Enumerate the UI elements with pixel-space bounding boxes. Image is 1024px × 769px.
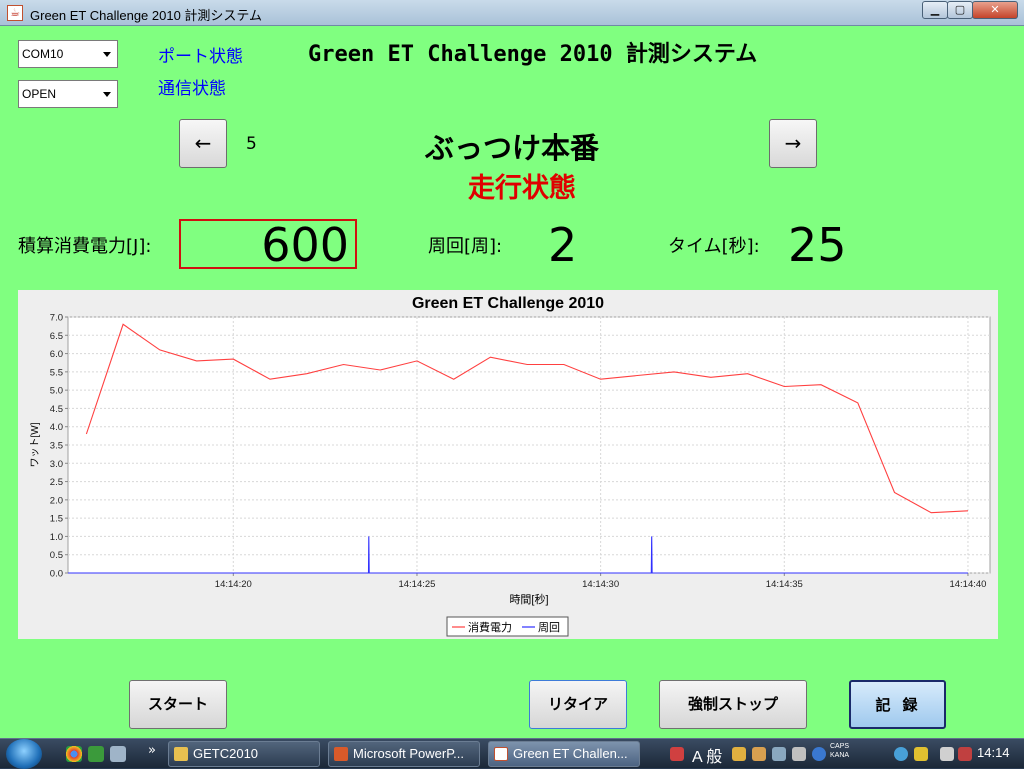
series-line-power [85, 323, 969, 514]
open-select-value: OPEN [22, 87, 57, 101]
record-button[interactable]: 記録 [849, 680, 946, 729]
tray-app-icon[interactable] [670, 747, 684, 761]
x-tick-label: 14:14:35 [766, 579, 803, 590]
y-tick-label: 0.0 [50, 569, 63, 580]
task-label: Microsoft PowerP... [353, 746, 465, 761]
port-status-label: ポート状態 [158, 47, 243, 67]
maximize-button[interactable]: ▢ [947, 1, 973, 19]
minimize-button[interactable]: ▁ [922, 1, 948, 19]
app-window: ☕ Green ET Challenge 2010 計測システム ▁ ▢ ✕ C… [0, 0, 1024, 738]
clock[interactable]: 14:14 [977, 745, 1010, 760]
lap-label: 周回[周]: [428, 236, 503, 257]
tray-network-icon[interactable] [894, 747, 908, 761]
y-tick-label: 1.0 [50, 532, 63, 543]
legend-item-lap: 周回 [538, 621, 560, 634]
task-powerpoint[interactable]: Microsoft PowerP... [328, 741, 480, 767]
task-getc2010[interactable]: GETC2010 [168, 741, 320, 767]
volume-muted-icon[interactable] [958, 747, 972, 761]
series-lines [68, 323, 969, 574]
y-tick-label: 2.0 [50, 495, 63, 506]
y-tick-label: 5.5 [50, 367, 63, 378]
x-tick-label: 14:14:30 [582, 579, 619, 590]
port-select-value: COM10 [22, 47, 64, 61]
caps-label: CAPS [830, 743, 850, 750]
lap-value: 2 [548, 218, 578, 272]
title-bar: ☕ Green ET Challenge 2010 計測システム ▁ ▢ ✕ [0, 0, 1024, 26]
chart-title: Green ET Challenge 2010 [412, 295, 604, 312]
close-button[interactable]: ✕ [972, 1, 1018, 19]
java-app-icon: ☕ [7, 5, 23, 21]
x-tick-label: 14:14:40 [949, 579, 986, 590]
x-tick-label: 14:14:25 [398, 579, 435, 590]
legend-item-power: 消費電力 [468, 620, 512, 634]
chevron-right-icon[interactable]: » [148, 743, 156, 758]
ime-indicator[interactable]: A 般 [692, 749, 723, 766]
battery-icon[interactable] [940, 747, 954, 761]
run-state-label: 走行状態 [468, 173, 576, 204]
chevron-down-icon [103, 92, 111, 97]
run-number: 5 [246, 134, 257, 154]
powerpoint-icon [334, 747, 348, 761]
y-tick-label: 0.5 [50, 550, 63, 561]
y-tick-labels: 0.0 0.5 1.0 1.5 2.0 2.5 3.0 3.5 4.0 4.5 5.0 5.5 6.0 6… [50, 313, 68, 580]
y-tick-label: 7.0 [50, 313, 63, 324]
folder-icon [174, 747, 188, 761]
chevron-down-icon [103, 52, 111, 57]
task-label: Green ET Challen... [513, 746, 628, 761]
force-stop-button[interactable]: 強制ストップ [659, 680, 807, 729]
power-chart: Green ET Challenge 2010 0.0 0.5 1.0 1.5 2.0 2… [30, 295, 991, 637]
next-run-button[interactable]: → [769, 119, 817, 168]
tray-power-icon[interactable] [914, 747, 928, 761]
energy-label: 積算消費電力[J]: [18, 236, 152, 257]
page-title: Green ET Challenge 2010 計測システム [308, 42, 758, 67]
task-green-et[interactable]: Green ET Challen... [488, 741, 640, 767]
energy-display: 600 [179, 218, 357, 272]
port-select[interactable]: COM10 [18, 40, 118, 68]
time-value: 25 [788, 218, 847, 272]
y-tick-label: 3.5 [50, 441, 63, 452]
x-tick-label: 14:14:20 [215, 579, 252, 590]
x-tick-labels: 14:14:20 14:14:25 14:14:30 14:14:35 14:14:40 [215, 573, 986, 590]
java-app-icon [494, 747, 508, 761]
ime-tools-icon[interactable] [792, 747, 806, 761]
kana-label: KANA [830, 752, 850, 759]
network-icon[interactable] [110, 746, 126, 762]
window-title: Green ET Challenge 2010 計測システム [30, 8, 263, 23]
start-button[interactable]: スタート [129, 680, 227, 729]
y-axis-label: ワット[W] [30, 422, 41, 467]
help-icon[interactable] [812, 747, 826, 761]
ime-tool-icon[interactable] [732, 747, 746, 761]
time-label: タイム[秒]: [668, 236, 760, 257]
legend: 消費電力 周回 [446, 616, 569, 637]
ime-dictionary-icon[interactable] [752, 747, 766, 761]
open-select[interactable]: OPEN [18, 80, 118, 108]
ime-settings-icon[interactable] [772, 747, 786, 761]
y-tick-label: 4.0 [50, 422, 63, 433]
y-tick-label: 6.5 [50, 331, 63, 342]
chrome-icon[interactable] [66, 746, 82, 762]
prev-run-button[interactable]: ← [179, 119, 227, 168]
retire-button[interactable]: リタイア [529, 680, 627, 729]
series-line-lap [68, 536, 968, 574]
y-tick-label: 5.0 [50, 386, 63, 397]
run-mode-label: ぶっつけ本番 [424, 131, 599, 165]
desktop-icon[interactable] [88, 746, 104, 762]
caps-indicator: CAPS KANA [830, 742, 849, 760]
windows-start-icon[interactable] [6, 739, 42, 769]
y-tick-label: 4.5 [50, 404, 63, 415]
energy-value: 600 [261, 218, 349, 272]
y-tick-label: 1.5 [50, 514, 63, 525]
y-tick-label: 6.0 [50, 349, 63, 360]
y-tick-label: 3.0 [50, 459, 63, 470]
chart-panel: Green ET Challenge 2010 0.0 0.5 1.0 1.5 2.0 2… [18, 290, 998, 639]
system-tray: A 般 CAPS KANA 14:14 [662, 739, 1024, 769]
y-tick-label: 2.5 [50, 477, 63, 488]
taskbar: » GETC2010 Microsoft PowerP... Green ET … [0, 738, 1024, 769]
task-label: GETC2010 [193, 746, 259, 761]
x-axis-label: 時間[秒] [509, 592, 548, 606]
comm-status-label: 通信状態 [158, 79, 226, 99]
